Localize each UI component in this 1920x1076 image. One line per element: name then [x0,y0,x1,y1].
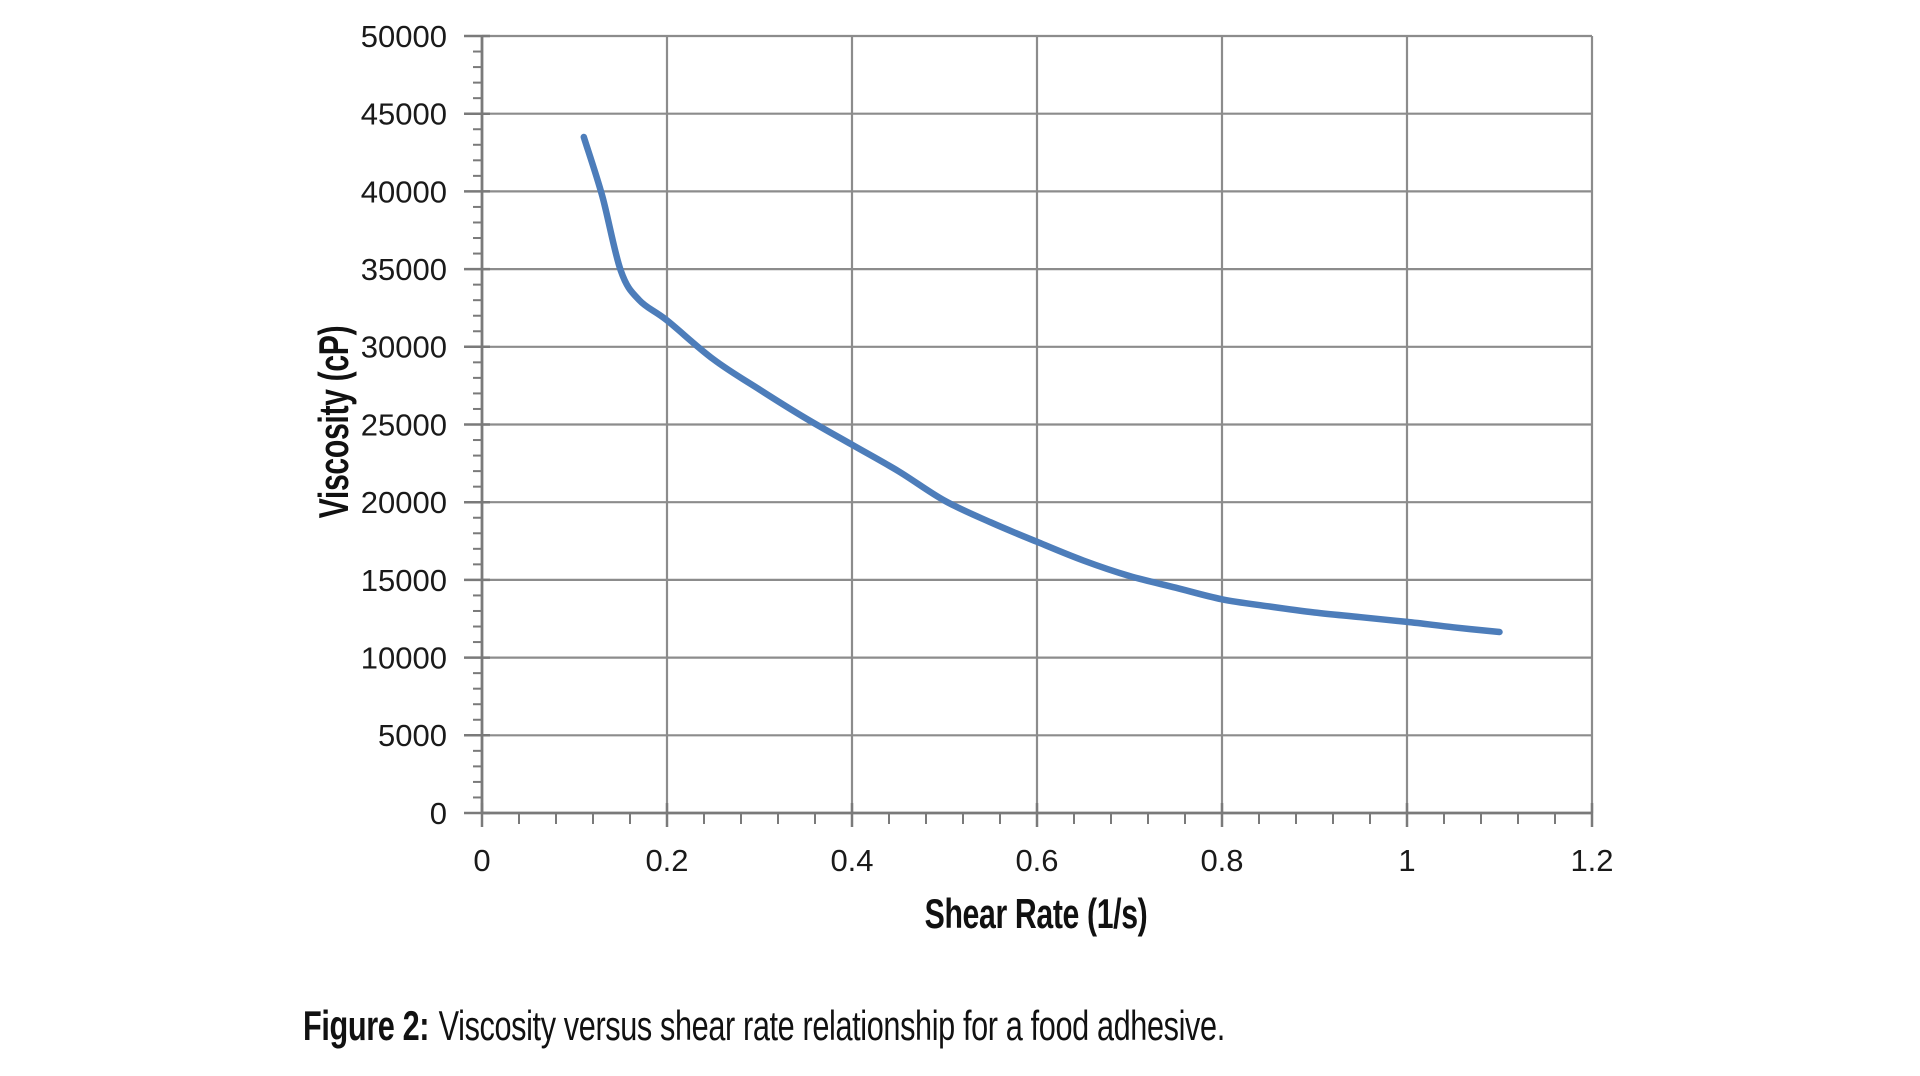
y-tick-label: 5000 [378,718,447,753]
x-tick-label: 1 [1398,843,1415,878]
figure-caption: Figure 2: Viscosity versus shear rate rel… [303,1002,1225,1049]
y-tick-label: 0 [430,796,447,831]
x-tick-label: 0.4 [830,843,873,878]
x-tick-label: 0.8 [1200,843,1243,878]
y-tick-label: 30000 [361,330,447,365]
x-tick-label: 0.6 [1015,843,1058,878]
x-tick-label: 0.2 [645,843,688,878]
x-tick-label: 1.2 [1570,843,1613,878]
x-axis-title-group: Shear Rate (1/s) [925,890,1148,937]
axes [480,36,1592,815]
figure-caption-label: Figure 2: [303,1002,429,1049]
y-tick-label: 20000 [361,485,447,520]
gridlines [482,34,1594,813]
x-tick-label: 0 [473,843,490,878]
y-tick-label: 50000 [361,19,447,54]
y-tick-label: 15000 [361,563,447,598]
figure-caption-text: Viscosity versus shear rate relationship… [439,1002,1225,1049]
y-tick-label: 45000 [361,97,447,132]
y-tick-label: 25000 [361,407,447,442]
viscosity-curve [580,133,1503,636]
y-tick-label: 40000 [361,174,447,209]
x-axis-title: Shear Rate (1/s) [925,890,1148,937]
y-tick-labels: 0 5000 10000 15000 20000 25000 30000 35000 40000… [361,19,447,831]
tick-marks [464,34,1594,827]
y-tick-label: 10000 [361,640,447,675]
y-axis-title: Viscosity (cP) [310,326,357,519]
y-axis-title-group: Viscosity (cP) [310,326,357,519]
figure-caption-group: Figure 2: Viscosity versus shear rate rel… [303,1002,1225,1049]
y-tick-label: 35000 [361,252,447,287]
x-tick-labels: 0 0.2 0.4 0.6 0.8 1 1.2 [473,843,1613,878]
